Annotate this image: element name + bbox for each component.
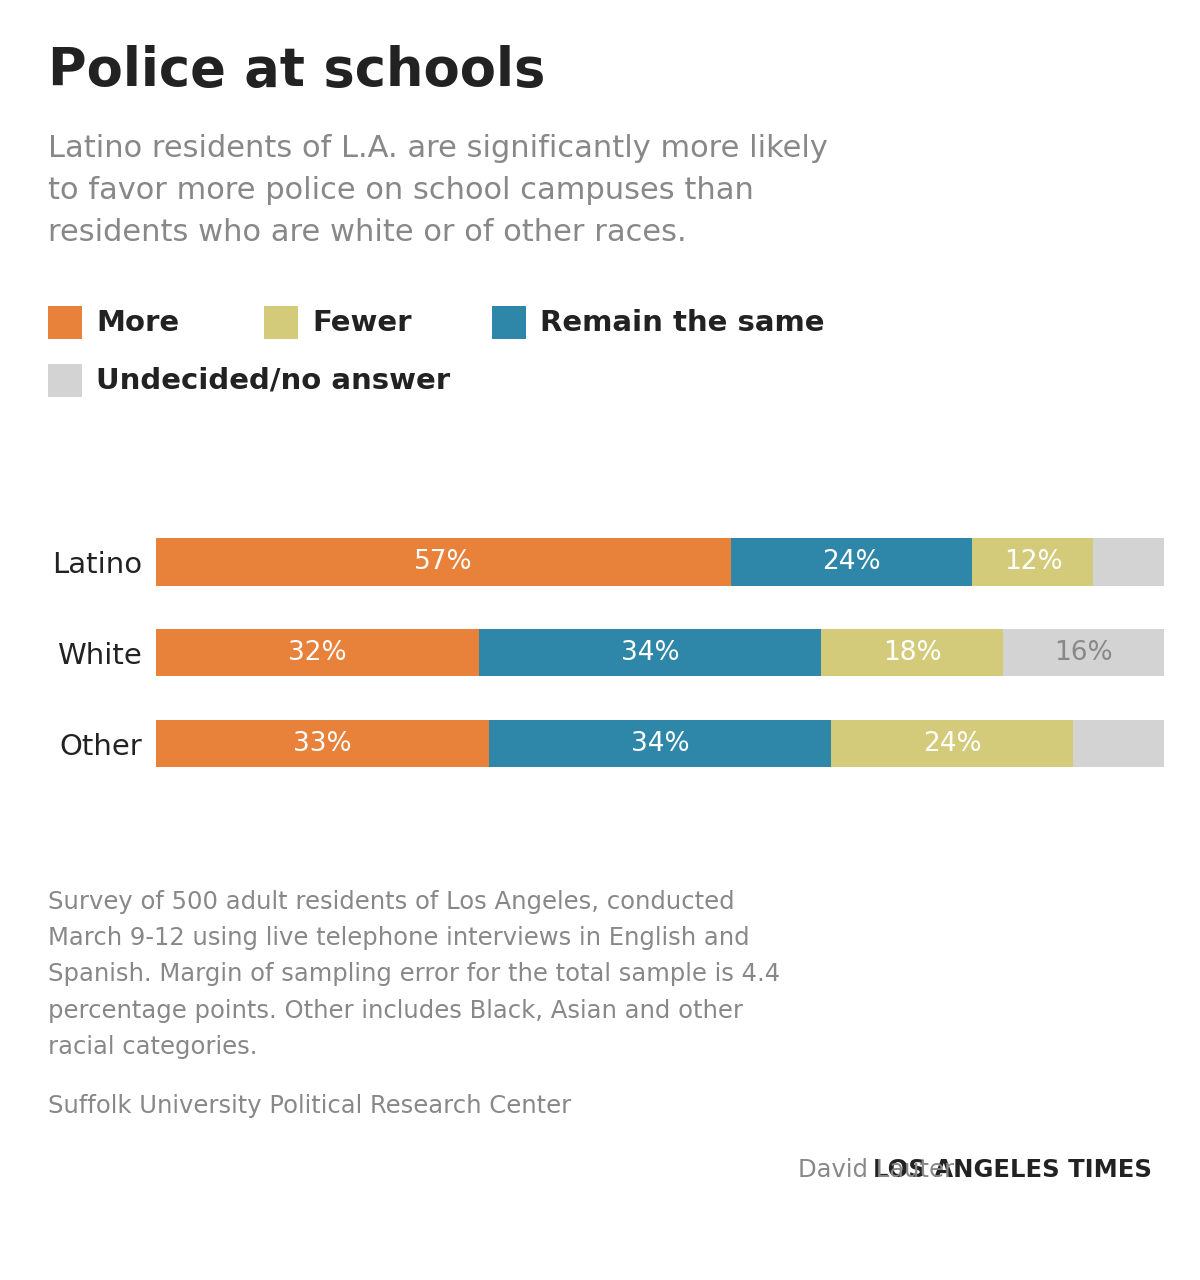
Bar <box>1073 721 1164 767</box>
Text: 24%: 24% <box>822 549 881 575</box>
Text: Undecided/no answer: Undecided/no answer <box>96 366 450 394</box>
Text: LOS ANGELES TIMES: LOS ANGELES TIMES <box>874 1158 1152 1183</box>
Text: Fewer: Fewer <box>312 308 412 337</box>
Text: Police at schools: Police at schools <box>48 45 545 97</box>
Bar <box>1093 539 1164 585</box>
Text: Remain the same: Remain the same <box>540 308 824 337</box>
Text: 34%: 34% <box>631 731 689 756</box>
Bar <box>156 539 731 585</box>
Bar <box>832 721 1073 767</box>
Text: 32%: 32% <box>288 640 347 666</box>
Text: Latino residents of L.A. are significantly more likely
to favor more police on s: Latino residents of L.A. are significant… <box>48 134 828 247</box>
Text: 33%: 33% <box>293 731 352 756</box>
Text: More: More <box>96 308 179 337</box>
Bar <box>972 539 1093 585</box>
Bar <box>479 630 821 676</box>
Text: 24%: 24% <box>923 731 982 756</box>
Text: Suffolk University Political Research Center: Suffolk University Political Research Ce… <box>48 1094 571 1119</box>
Bar <box>488 721 832 767</box>
Bar <box>1003 630 1164 676</box>
Text: 16%: 16% <box>1054 640 1112 666</box>
Text: 57%: 57% <box>414 549 473 575</box>
Text: 18%: 18% <box>883 640 941 666</box>
Text: 12%: 12% <box>1003 549 1062 575</box>
Text: David Lauter: David Lauter <box>798 1158 954 1183</box>
Text: 34%: 34% <box>620 640 679 666</box>
Bar <box>821 630 1003 676</box>
Bar <box>156 721 488 767</box>
Bar <box>156 630 479 676</box>
Bar <box>731 539 972 585</box>
Text: Survey of 500 adult residents of Los Angeles, conducted
March 9-12 using live te: Survey of 500 adult residents of Los Ang… <box>48 890 780 1059</box>
